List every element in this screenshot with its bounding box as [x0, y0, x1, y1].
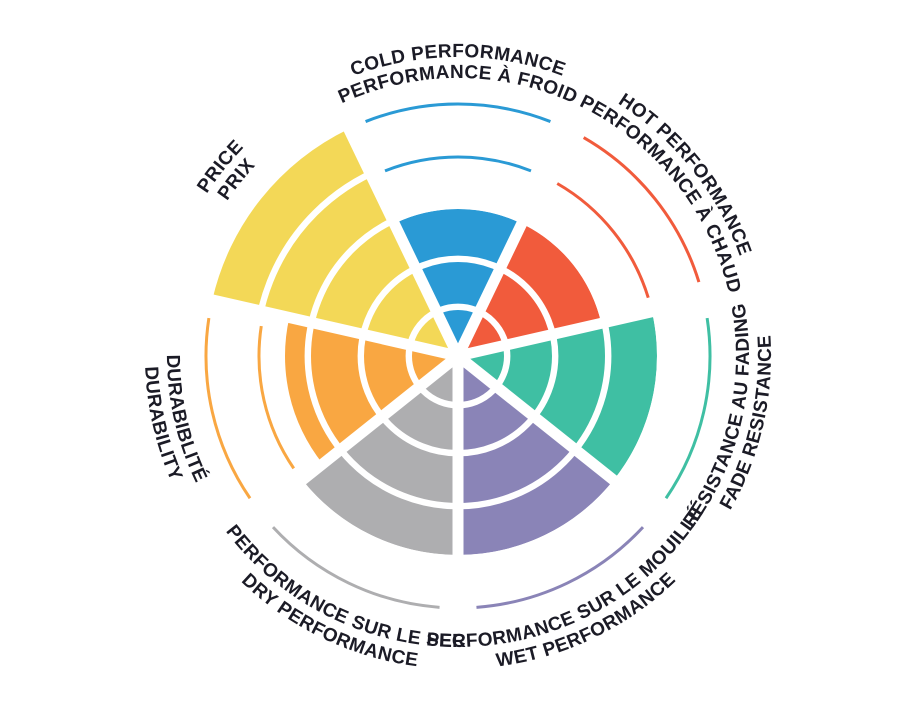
sector-dry-performance-level-5-arc	[271, 526, 440, 609]
sector-fade-resistance-level-5-arc	[664, 317, 712, 500]
radial-gap-3	[454, 351, 668, 525]
radial-gaps	[199, 115, 717, 620]
sector-durability-level-5-arc	[204, 317, 252, 500]
radial-gap-7	[338, 115, 463, 359]
radial-gap-2	[456, 291, 717, 362]
sector-hot-performance-level-5-arc	[582, 136, 701, 283]
sector-durability-level-4-arc	[257, 325, 295, 470]
sector-hot-performance-level-4-arc	[556, 182, 650, 299]
sector-price-fill	[212, 128, 458, 356]
sector-dry-performance-fill	[302, 356, 458, 555]
sector-cold-performance-fill	[394, 209, 522, 356]
sector-cold-performance-level-5-arc	[365, 102, 551, 123]
sector-wet-performance-level-5-arc	[476, 526, 645, 609]
radial-gap-1	[453, 115, 578, 359]
sector-fills	[212, 128, 658, 555]
sector-cold-performance-level-4-arc	[384, 155, 532, 173]
remaining-level-arcs	[204, 102, 712, 609]
radial-gap-6	[199, 291, 460, 362]
sector-wet-performance-fill	[458, 356, 614, 555]
radial-gap-5	[248, 351, 462, 525]
